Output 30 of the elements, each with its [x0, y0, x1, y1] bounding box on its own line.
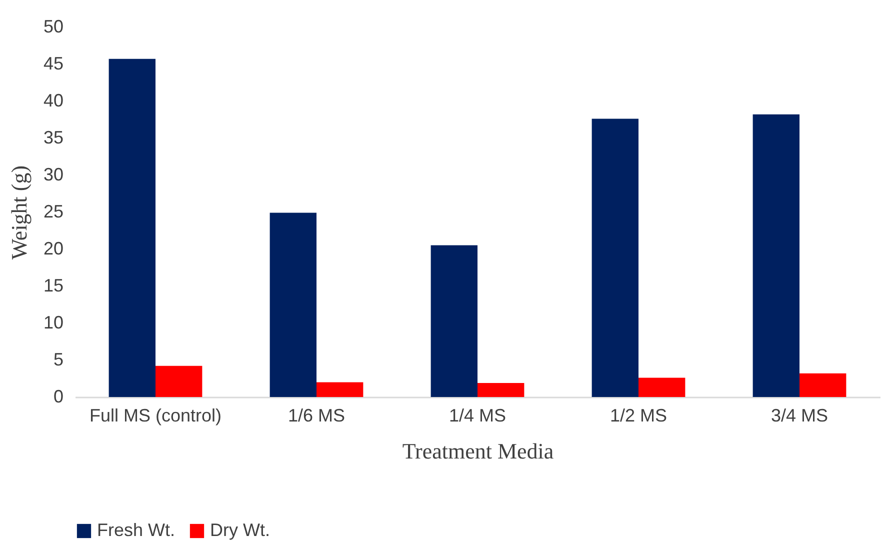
y-axis-title: Weight (g) [6, 165, 32, 260]
y-tick-label: 50 [43, 16, 64, 36]
bar [108, 58, 156, 397]
bar [592, 118, 638, 397]
x-tick-label: 3/4 MS [770, 406, 828, 426]
x-axis-title: Treatment Media [402, 438, 554, 464]
y-tick-label: 5 [53, 350, 64, 370]
y-tick-label: 0 [53, 386, 64, 406]
y-tick-label: 20 [43, 238, 64, 258]
y-tick-label: 30 [43, 164, 64, 184]
bar [752, 114, 800, 397]
y-tick-label: 10 [43, 312, 64, 332]
y-tick-label: 35 [43, 128, 64, 148]
y-tick-label: 15 [43, 276, 64, 296]
bar [270, 212, 316, 397]
bar [800, 373, 846, 397]
bar [638, 378, 686, 397]
x-tick-label: 1/6 MS [288, 406, 346, 426]
bar [316, 382, 364, 397]
legend-label: Dry Wt. [210, 520, 270, 540]
y-tick-label: 45 [43, 54, 64, 74]
x-tick-label: 1/4 MS [448, 406, 506, 426]
bar [430, 245, 478, 397]
y-tick-label: 25 [43, 202, 64, 222]
legend-label: Fresh Wt. [97, 520, 176, 540]
bar [156, 366, 202, 397]
x-tick-label: Full MS (control) [89, 406, 222, 426]
y-tick-label: 40 [43, 90, 64, 110]
bar [478, 382, 524, 397]
x-tick-label: 1/2 MS [610, 406, 668, 426]
